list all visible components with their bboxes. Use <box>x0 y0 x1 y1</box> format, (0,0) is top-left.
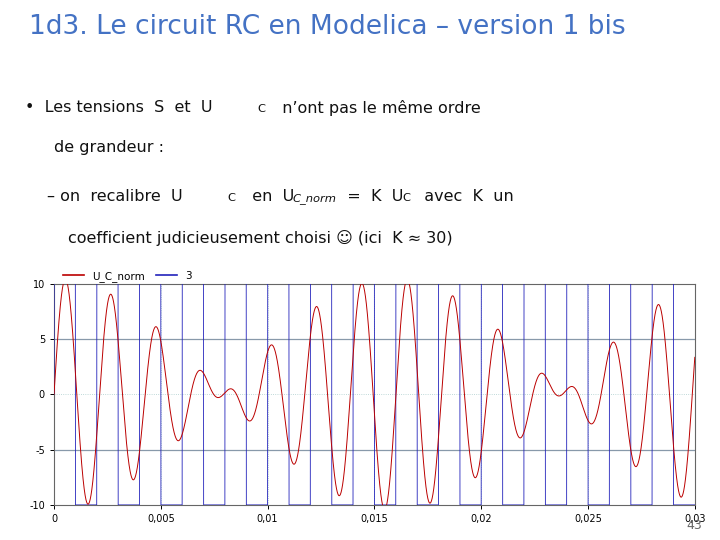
Text: 1d3. Le circuit RC en Modelica – version 1 bis: 1d3. Le circuit RC en Modelica – version… <box>29 14 626 39</box>
Text: en  U: en U <box>242 189 294 204</box>
Text: n’ont pas le même ordre: n’ont pas le même ordre <box>272 100 481 116</box>
Text: •  Les tensions  S  et  U: • Les tensions S et U <box>25 100 212 115</box>
Text: C: C <box>228 193 235 204</box>
Text: – on  recalibre  U: – on recalibre U <box>47 189 182 204</box>
Text: C: C <box>258 104 266 114</box>
Text: 43: 43 <box>686 519 702 532</box>
Text: coefficient judicieusement choisi ☺ (ici  K ≈ 30): coefficient judicieusement choisi ☺ (ici… <box>68 230 453 246</box>
Text: =  K  U: = K U <box>337 189 403 204</box>
Text: C: C <box>402 193 410 204</box>
Text: de grandeur :: de grandeur : <box>54 140 164 156</box>
Text: avec  K  un: avec K un <box>414 189 514 204</box>
Text: C_norm: C_norm <box>292 193 336 204</box>
Legend: U_C_norm, 3: U_C_norm, 3 <box>59 267 196 286</box>
